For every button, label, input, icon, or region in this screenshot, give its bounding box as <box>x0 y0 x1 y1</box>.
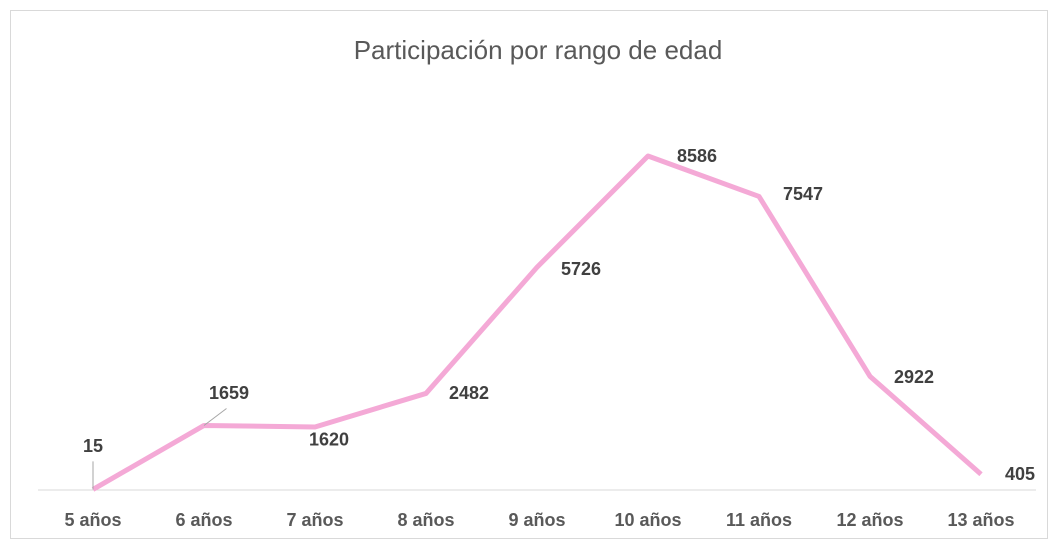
series-line <box>91 153 983 492</box>
data-label: 15 <box>83 436 103 456</box>
x-tick-label: 8 años <box>397 510 454 530</box>
data-label: 1659 <box>209 383 249 403</box>
data-label: 1620 <box>309 430 349 450</box>
data-label: 8586 <box>677 146 717 166</box>
x-tick-label: 6 años <box>175 510 232 530</box>
data-label: 405 <box>1005 464 1035 484</box>
x-tick-label: 12 años <box>836 510 903 530</box>
leader-line <box>203 408 227 426</box>
x-tick-label: 10 años <box>614 510 681 530</box>
data-label: 7547 <box>783 184 823 204</box>
data-label: 5726 <box>561 259 601 279</box>
data-label: 2482 <box>449 383 489 403</box>
x-tick-label: 9 años <box>508 510 565 530</box>
x-tick-label: 5 años <box>64 510 121 530</box>
chart-title: Participación por rango de edad <box>354 35 723 65</box>
data-label: 2922 <box>894 367 934 387</box>
x-tick-label: 11 años <box>726 510 792 530</box>
x-tick-label: 7 años <box>286 510 343 530</box>
x-tick-label: 13 años <box>947 510 1014 530</box>
